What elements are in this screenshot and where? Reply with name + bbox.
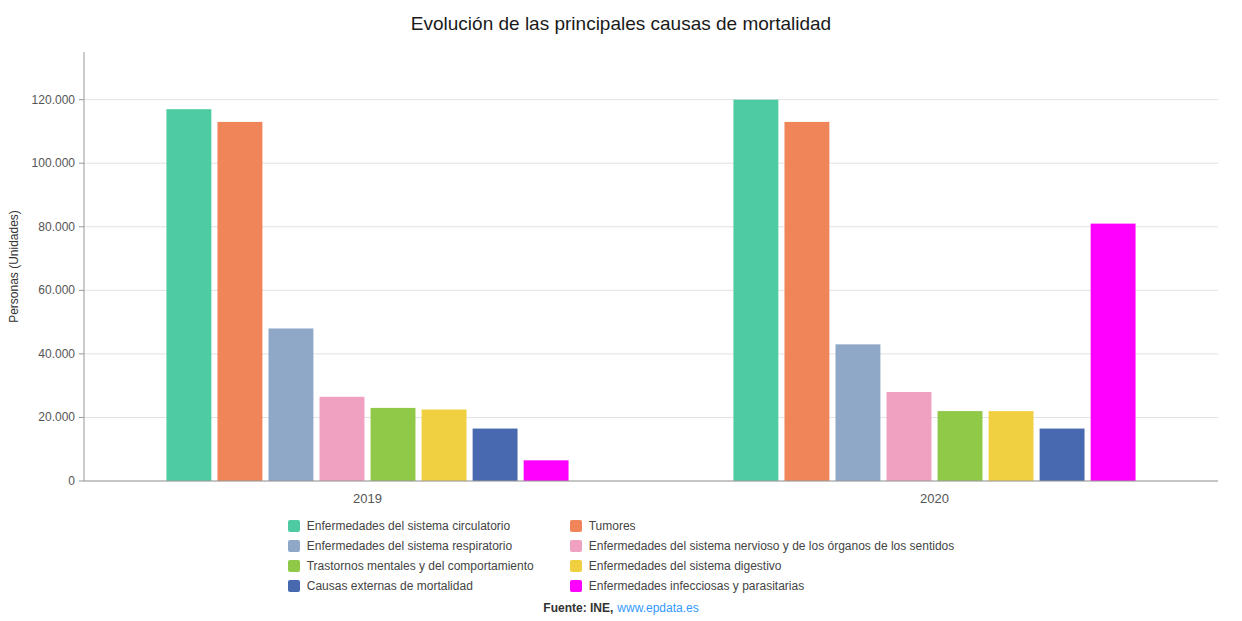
legend-swatch — [570, 540, 582, 552]
bar — [887, 392, 932, 481]
legend-label: Causas externas de mortalidad — [307, 579, 473, 593]
y-tick-label: 60.000 — [38, 283, 75, 297]
bar — [320, 397, 365, 481]
grid-line — [84, 99, 1218, 100]
legend-swatch — [288, 520, 300, 532]
y-axis-line — [84, 52, 85, 481]
bars — [166, 100, 1135, 481]
legend-label: Enfermedades infecciosas y parasitarias — [589, 579, 804, 593]
legend-item: Tumores — [570, 519, 955, 533]
legend-item: Enfermedades del sistema digestivo — [570, 559, 955, 573]
legend-label: Enfermedades del sistema digestivo — [589, 559, 782, 573]
legend-swatch — [570, 560, 582, 572]
y-tick-label: 100.000 — [32, 156, 76, 170]
bar — [166, 109, 211, 481]
legend-item: Enfermedades infecciosas y parasitarias — [570, 579, 955, 593]
x-tick-label: 2019 — [353, 491, 382, 506]
legend-swatch — [288, 580, 300, 592]
bar — [784, 122, 829, 481]
bar — [1040, 429, 1085, 481]
legend-label: Tumores — [589, 519, 636, 533]
title: Evolución de las principales causas de m… — [411, 13, 831, 34]
x-tick-label: 2020 — [920, 491, 949, 506]
y-tick-label: 40.000 — [38, 347, 75, 361]
y-tick — [79, 226, 84, 227]
y-tick-label: 80.000 — [38, 220, 75, 234]
bar — [473, 429, 518, 481]
chart-page: Evolución de las principales causas de m… — [0, 0, 1242, 621]
legend-item: Enfermedades del sistema nervioso y de l… — [570, 539, 955, 553]
bar — [989, 411, 1034, 481]
legend-item: Causas externas de mortalidad — [288, 579, 534, 593]
bar — [733, 100, 778, 481]
bar — [836, 344, 881, 481]
footer: Fuente: INE, www.epdata.es — [0, 599, 1242, 621]
bar — [1091, 224, 1136, 481]
legend: Enfermedades del sistema circulatorio Tum… — [0, 515, 1242, 599]
legend-label: Enfermedades del sistema nervioso y de l… — [589, 539, 955, 553]
source-note: Fuente: INE, — [543, 601, 613, 615]
chart: Evolución de las principales causas de m… — [0, 0, 1242, 515]
legend-item: Trastornos mentales y del comportamiento — [288, 559, 534, 573]
bar — [422, 410, 467, 482]
grid-line — [84, 481, 1218, 482]
y-tick — [79, 353, 84, 354]
bar — [524, 460, 569, 481]
y-tick — [79, 163, 84, 164]
y-tick — [79, 290, 84, 291]
y-tick — [79, 481, 84, 482]
bar — [371, 408, 416, 481]
legend-swatch — [570, 520, 582, 532]
bar — [938, 411, 983, 481]
legend-item: Enfermedades del sistema circulatorio — [288, 519, 534, 533]
legend-swatch — [288, 560, 300, 572]
legend-item: Enfermedades del sistema respiratorio — [288, 539, 534, 553]
y-tick-label: 120.000 — [32, 93, 76, 107]
legend-label: Enfermedades del sistema circulatorio — [307, 519, 510, 533]
y-tick-label: 0 — [68, 474, 75, 488]
bar — [269, 328, 314, 481]
y-axis-label: Personas (Unidades) — [7, 210, 21, 323]
legend-swatch — [288, 540, 300, 552]
legend-swatch — [570, 580, 582, 592]
legend-label: Enfermedades del sistema respiratorio — [307, 539, 512, 553]
source-link: www.epdata.es — [617, 601, 698, 615]
y-tick — [79, 99, 84, 100]
y-tick — [79, 417, 84, 418]
y-tick-label: 20.000 — [38, 410, 75, 424]
bar — [217, 122, 262, 481]
legend-label: Trastornos mentales y del comportamiento — [307, 559, 534, 573]
x-axis-line — [84, 481, 1218, 482]
